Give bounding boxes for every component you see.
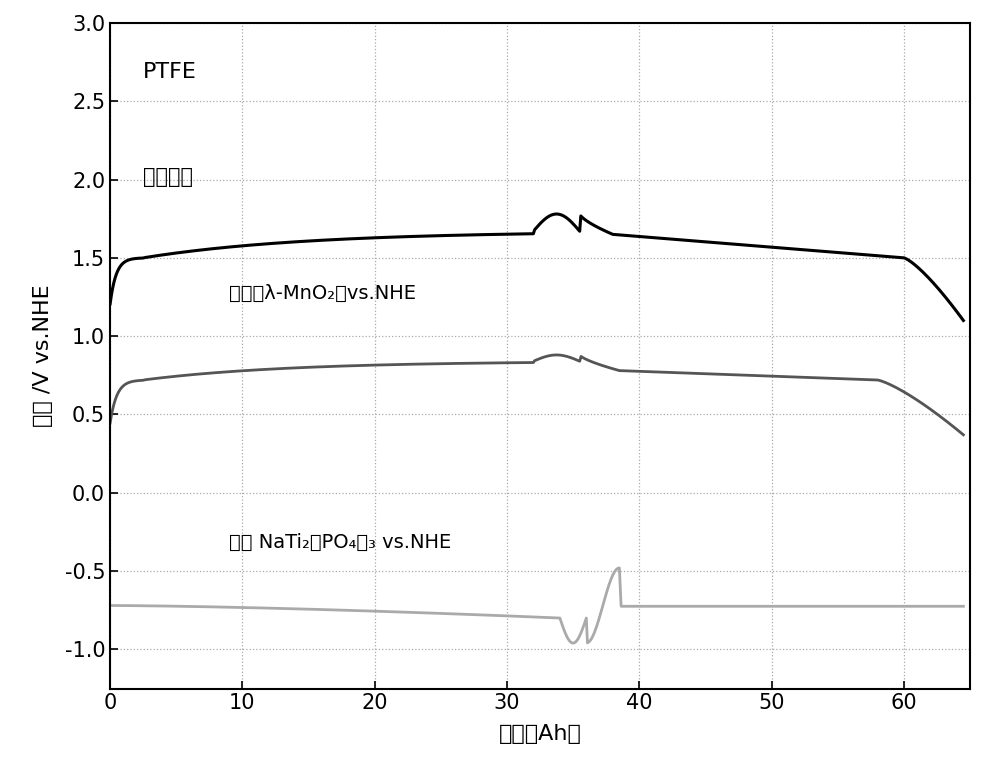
X-axis label: 容量（Ah）: 容量（Ah） [499, 724, 581, 744]
Text: 正极（λ-MnO₂）vs.NHE: 正极（λ-MnO₂）vs.NHE [229, 285, 416, 303]
Y-axis label: 电位 /V vs.NHE: 电位 /V vs.NHE [33, 285, 53, 427]
Text: 全电池｜: 全电池｜ [143, 168, 193, 187]
Text: 负极 NaTi₂（PO₄）₃ vs.NHE: 负极 NaTi₂（PO₄）₃ vs.NHE [229, 533, 451, 552]
Text: PTFE: PTFE [143, 63, 197, 83]
